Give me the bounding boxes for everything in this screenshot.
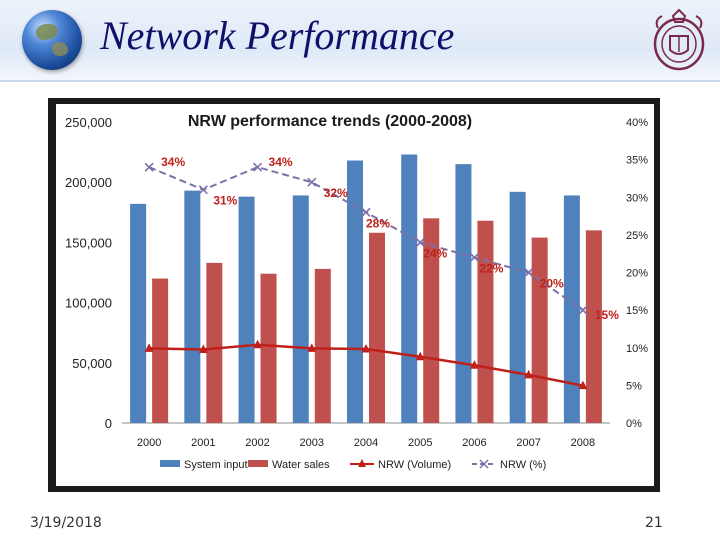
data-label-nrw-pct: 32% bbox=[324, 186, 348, 200]
point-nrw bbox=[144, 162, 154, 172]
point-nrw-volume bbox=[361, 343, 371, 353]
data-label-nrw-pct: 15% bbox=[595, 308, 619, 322]
crest-icon bbox=[653, 8, 705, 71]
y-right-tick-label: 15% bbox=[626, 305, 648, 317]
x-tick-label: 2004 bbox=[354, 437, 378, 449]
point-nrw bbox=[307, 177, 317, 187]
x-tick-label: 2007 bbox=[516, 437, 540, 449]
bar-water-sales bbox=[152, 278, 169, 423]
x-tick-label: 2001 bbox=[191, 437, 215, 449]
globe-icon bbox=[22, 10, 82, 70]
point-nrw-volume bbox=[469, 360, 479, 369]
point-nrw bbox=[578, 305, 588, 315]
data-label-nrw-pct: 22% bbox=[479, 261, 503, 275]
y-right-tick-label: 20% bbox=[626, 268, 648, 280]
legend-swatch bbox=[248, 460, 268, 467]
bar-water-sales bbox=[477, 220, 494, 423]
point-nrw-volume bbox=[415, 351, 425, 361]
bar-system-input bbox=[238, 196, 255, 423]
point-nrw-volume bbox=[253, 339, 263, 349]
x-tick-label: 2003 bbox=[300, 437, 324, 449]
y-right-tick-label: 0% bbox=[626, 418, 642, 430]
bar-water-sales bbox=[585, 230, 602, 423]
bar-system-input bbox=[347, 160, 363, 423]
point-nrw bbox=[252, 162, 263, 172]
y-left-tick-label: 50,000 bbox=[72, 356, 112, 371]
bar-system-input bbox=[509, 191, 526, 423]
legend-label: System input bbox=[184, 459, 248, 471]
y-right-tick-label: 30% bbox=[626, 192, 648, 204]
bar-water-sales bbox=[314, 268, 331, 423]
y-right-tick-label: 35% bbox=[626, 155, 648, 167]
y-right-tick-label: 10% bbox=[626, 343, 648, 355]
legend-label: NRW (%) bbox=[500, 459, 546, 471]
legend-swatch bbox=[160, 460, 180, 467]
data-label-nrw-pct: 34% bbox=[269, 155, 293, 169]
x-tick-label: 2005 bbox=[408, 437, 432, 449]
bar-water-sales bbox=[531, 237, 548, 423]
point-nrw-volume bbox=[524, 369, 534, 379]
bar-system-input bbox=[455, 164, 472, 423]
bar-water-sales bbox=[206, 262, 223, 423]
point-nrw-volume bbox=[578, 380, 588, 390]
point-nrw-volume bbox=[144, 343, 154, 352]
bar-system-input bbox=[563, 195, 580, 423]
legend-marker bbox=[358, 459, 366, 467]
globe-landmass bbox=[52, 42, 68, 56]
bar-water-sales bbox=[369, 232, 385, 423]
y-left-tick-label: 150,000 bbox=[65, 235, 112, 250]
bar-water-sales bbox=[423, 218, 440, 423]
footer-date: 3/19/2018 bbox=[30, 515, 102, 531]
y-left-tick-label: 200,000 bbox=[65, 175, 112, 190]
bar-system-input bbox=[130, 203, 147, 423]
y-right-tick-label: 25% bbox=[626, 230, 648, 242]
data-label-nrw-pct: 20% bbox=[540, 277, 564, 291]
point-nrw bbox=[524, 267, 534, 278]
legend-label: Water sales bbox=[272, 459, 330, 471]
point-nrw bbox=[198, 185, 208, 195]
point-nrw bbox=[361, 207, 371, 217]
data-label-nrw-pct: 24% bbox=[423, 246, 447, 260]
y-left-tick-label: 100,000 bbox=[65, 296, 112, 311]
page-number: 21 bbox=[645, 515, 663, 531]
data-label-nrw-pct: 31% bbox=[213, 194, 237, 208]
bar-system-input bbox=[401, 154, 418, 423]
y-right-tick-label: 40% bbox=[626, 117, 648, 129]
x-tick-label: 2008 bbox=[571, 437, 595, 449]
point-nrw-volume bbox=[307, 343, 317, 352]
point-nrw bbox=[415, 237, 425, 247]
title-banner bbox=[0, 0, 720, 82]
x-tick-label: 2002 bbox=[245, 437, 269, 449]
y-left-tick-label: 0 bbox=[105, 416, 112, 431]
x-tick-label: 2000 bbox=[137, 437, 161, 449]
point-nrw-volume bbox=[198, 344, 208, 354]
y-right-tick-label: 5% bbox=[626, 380, 642, 392]
data-label-nrw-pct: 28% bbox=[366, 216, 390, 230]
data-label-nrw-pct: 34% bbox=[161, 155, 185, 169]
legend-label: NRW (Volume) bbox=[378, 459, 451, 471]
chart-title: NRW performance trends (2000-2008) bbox=[188, 113, 472, 130]
y-left-tick-label: 250,000 bbox=[65, 115, 112, 130]
bar-water-sales bbox=[260, 273, 277, 423]
bar-system-input bbox=[184, 190, 201, 423]
point-nrw bbox=[469, 252, 480, 263]
legend-marker bbox=[479, 459, 489, 469]
globe-landmass bbox=[36, 24, 58, 40]
slide-title: Network Performance bbox=[100, 13, 455, 58]
x-tick-label: 2006 bbox=[462, 437, 486, 449]
bar-system-input bbox=[292, 195, 309, 423]
